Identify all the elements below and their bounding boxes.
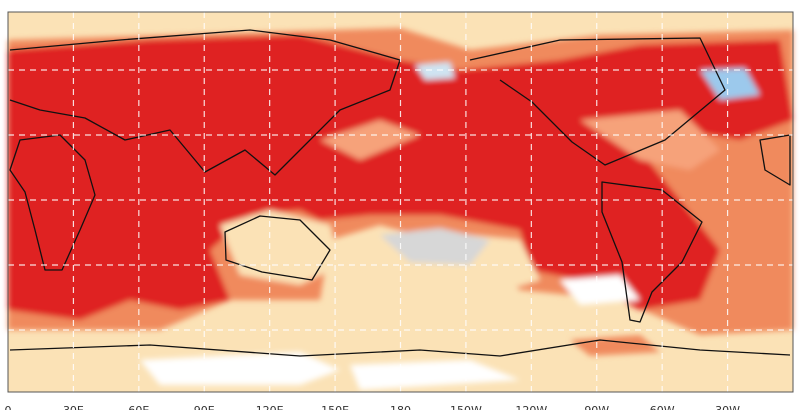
- x-label: 120W: [515, 404, 547, 410]
- coast-west-africa: [759, 134, 791, 186]
- ice-patch: [560, 275, 640, 305]
- x-label: 90E: [194, 404, 215, 410]
- cold-patch: [700, 68, 760, 100]
- x-label: 90W: [584, 404, 609, 410]
- x-label: 120E: [256, 404, 284, 410]
- x-label: 30W: [715, 404, 740, 410]
- warm-patch: [580, 110, 720, 170]
- meridians: [72, 12, 729, 392]
- neutral-patch: [380, 228, 490, 265]
- ice-patch: [140, 352, 340, 385]
- x-label: 60E: [128, 404, 149, 410]
- x-labels: 0 30E 60E 90E 120E 150E 180 150W 120W 90W 60W 30W: [5, 404, 741, 410]
- graticule: [8, 12, 793, 392]
- x-label: 150E: [321, 404, 349, 410]
- map-field: [7, 11, 794, 393]
- map-frame: [7, 11, 794, 393]
- warm-patch: [320, 120, 420, 160]
- coast-antarctica: [9, 339, 791, 357]
- coast-eurasia: [9, 29, 401, 176]
- coast-south-america: [601, 181, 703, 323]
- ice-patch: [350, 360, 520, 390]
- coast-africa: [9, 134, 96, 271]
- x-label: 0: [5, 404, 12, 410]
- x-label: 180: [390, 404, 411, 410]
- coast-north-america: [469, 37, 726, 166]
- warm-patch: [570, 335, 660, 356]
- x-label: 30E: [63, 404, 84, 410]
- cold-patch: [415, 62, 455, 80]
- cool-patch: [220, 210, 340, 285]
- x-label: 150W: [450, 404, 482, 410]
- x-label: 60W: [650, 404, 675, 410]
